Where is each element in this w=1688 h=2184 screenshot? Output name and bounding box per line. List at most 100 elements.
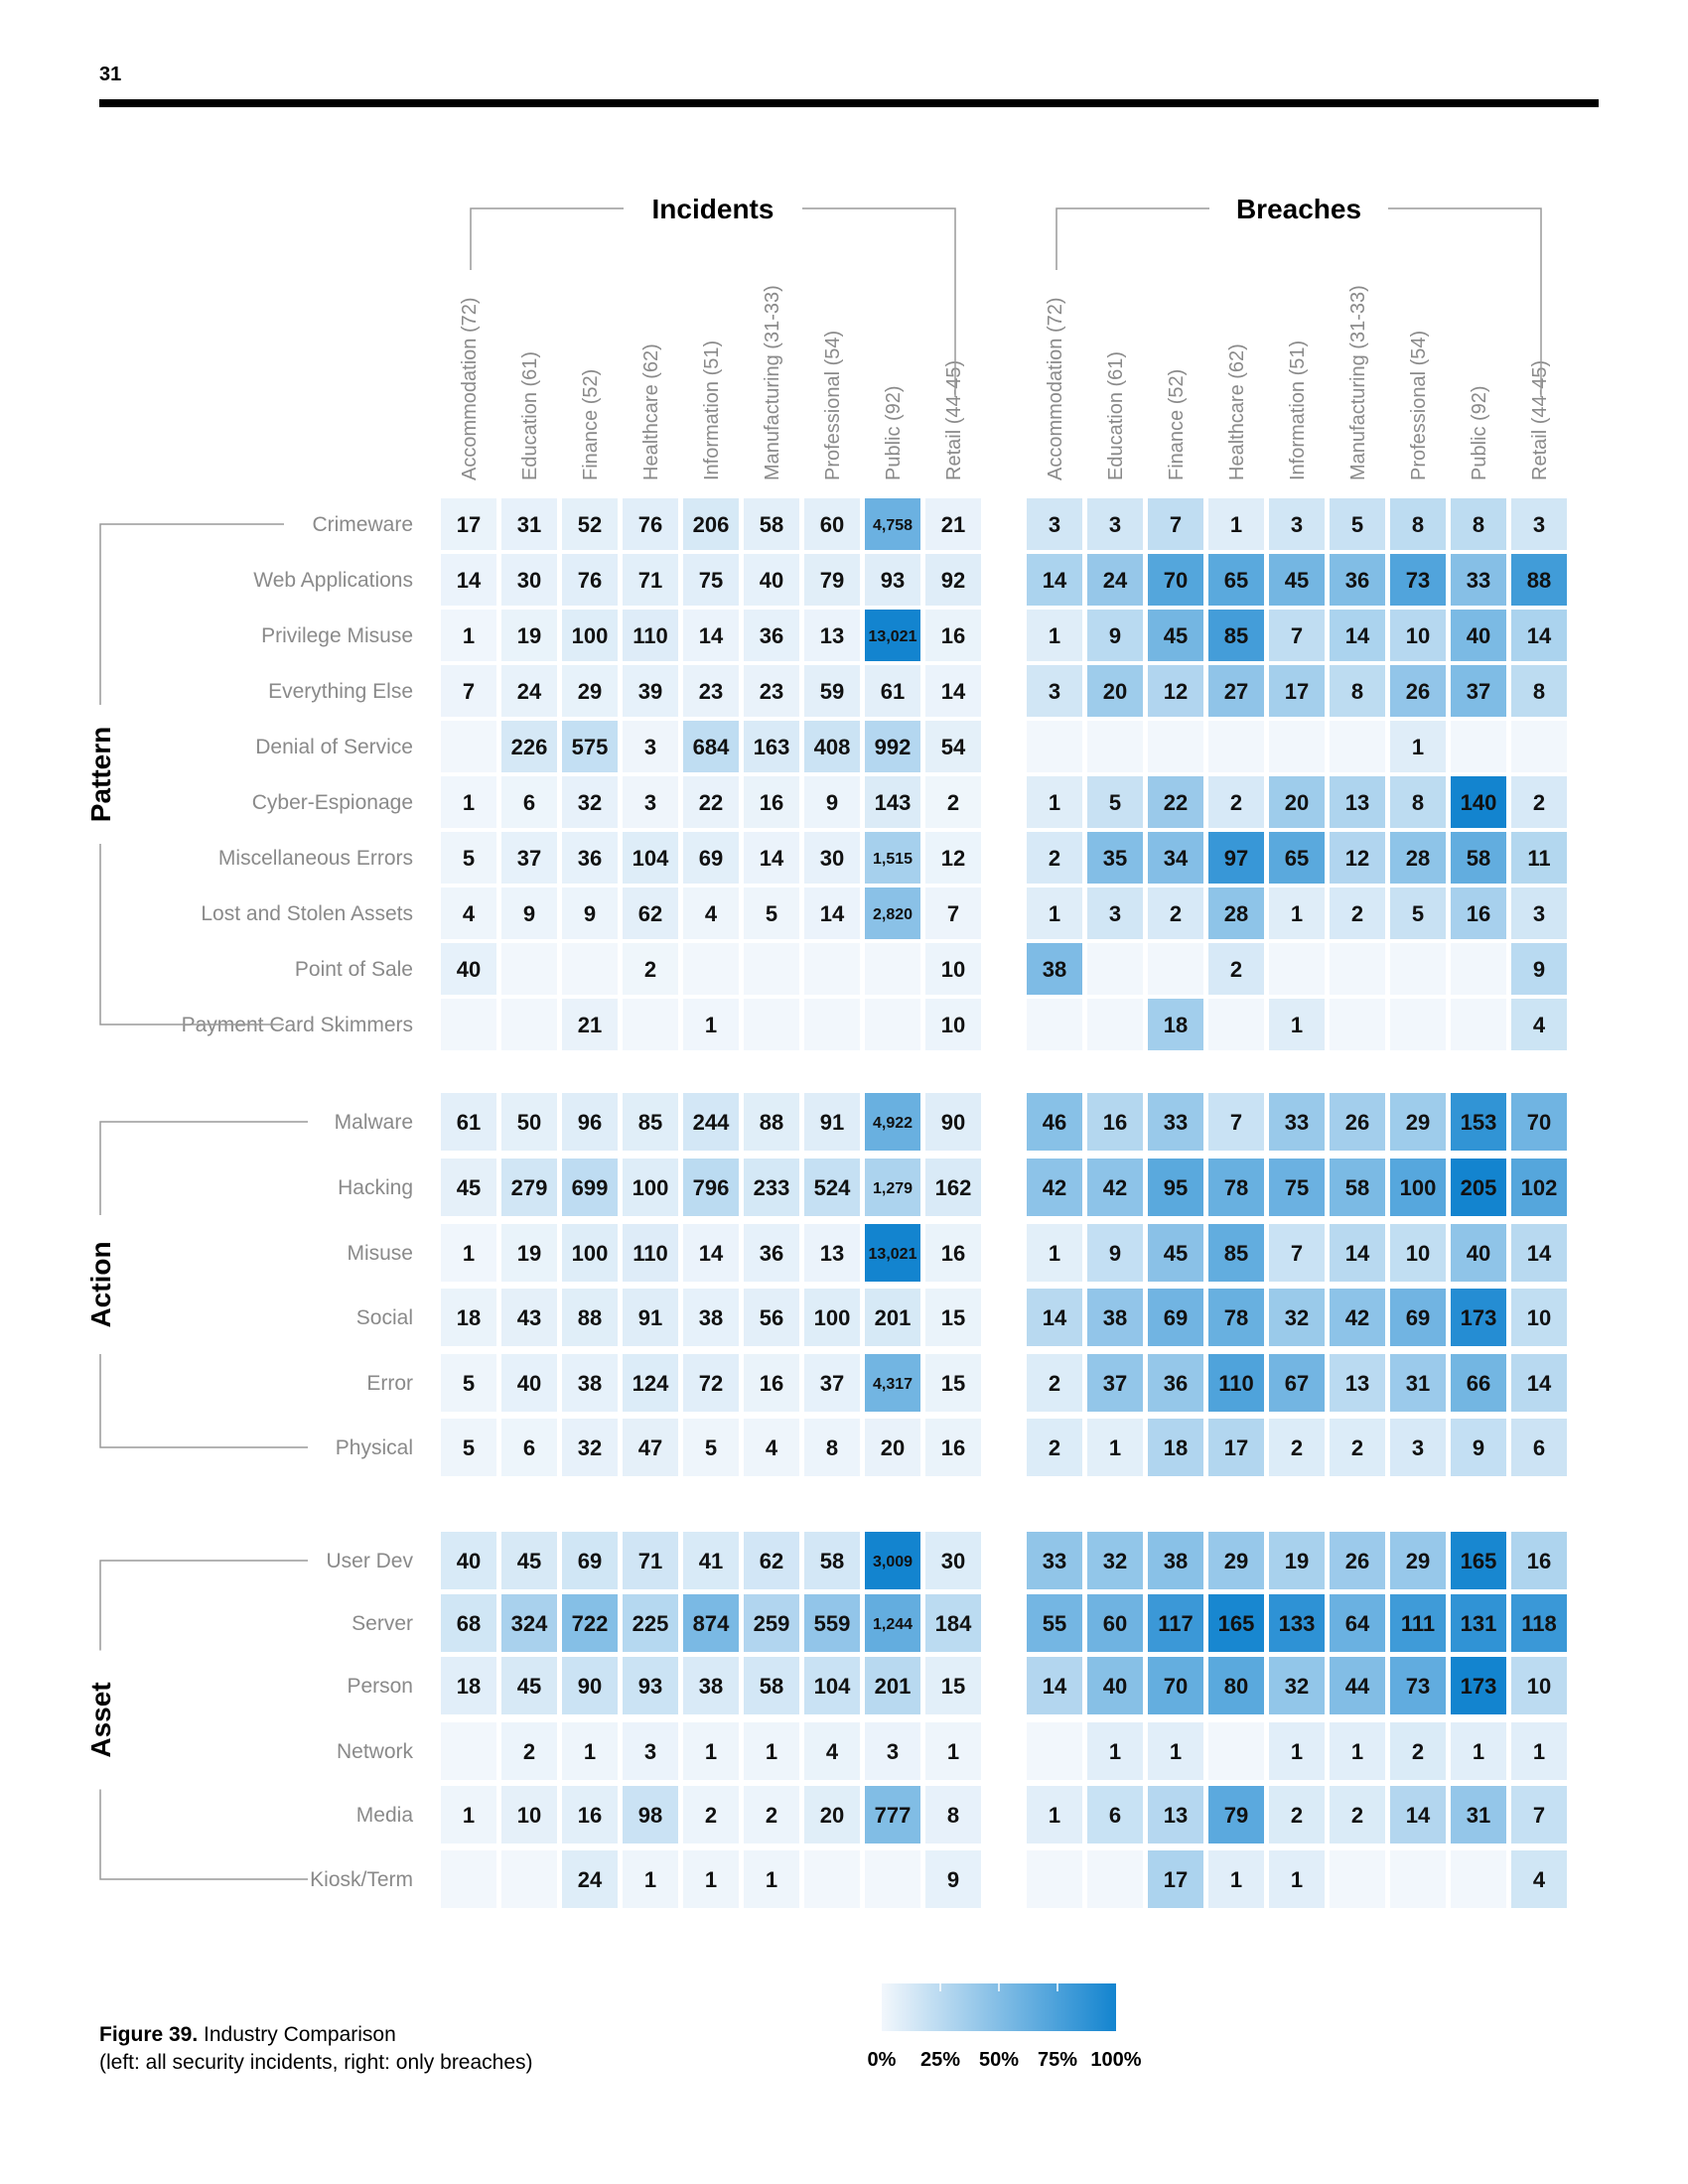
heatmap-cell: [1390, 721, 1446, 772]
cell-value: 16: [941, 1241, 965, 1266]
cell-value: 30: [941, 1549, 965, 1573]
heatmap-cell: [744, 999, 799, 1050]
cell-value: 13: [1164, 1803, 1188, 1828]
heatmap-cell: [925, 1786, 981, 1843]
heatmap-cell: [441, 1354, 496, 1412]
cell-value: 30: [820, 846, 844, 871]
cell-value: 7: [463, 679, 475, 704]
cell-value: 66: [1467, 1371, 1490, 1396]
cell-value: 69: [1406, 1305, 1430, 1330]
cell-value: 2: [1049, 1371, 1060, 1396]
cell-value: 31: [1406, 1371, 1430, 1396]
cell-value: 2: [1291, 1435, 1303, 1460]
heatmap-cell: [925, 1354, 981, 1412]
heatmap-cell: [1451, 1159, 1506, 1216]
heatmap-cell: [1330, 832, 1385, 884]
heatmap-cell: [804, 776, 860, 828]
heatmap-cell: [1451, 1786, 1506, 1843]
cell-value: 14: [941, 679, 966, 704]
column-header: Accommodation (72): [459, 297, 481, 480]
heatmap-cell: [865, 554, 920, 606]
heatmap-cell: [1330, 1532, 1385, 1589]
cell-value: 2: [1049, 1435, 1060, 1460]
cell-value: 1: [766, 1739, 777, 1764]
cell-value: 16: [760, 790, 783, 815]
cell-value: 205: [1461, 1175, 1497, 1200]
cell-value: 40: [517, 1371, 541, 1396]
heatmap-cell: [1511, 1419, 1567, 1476]
heatmap-cell: [744, 1722, 799, 1780]
heatmap-cell: [1148, 1159, 1203, 1216]
heatmap-cell: [441, 1850, 496, 1908]
heatmap-cell: [925, 1532, 981, 1589]
heatmap-cell: [441, 610, 496, 661]
cell-value: 40: [457, 957, 481, 982]
heatmap-cell: [925, 999, 981, 1050]
cell-value: 1: [705, 1867, 717, 1892]
cell-value: 32: [578, 1435, 602, 1460]
cell-value: 1: [705, 1013, 717, 1037]
heatmap-cell: [1451, 943, 1506, 995]
legend-tick-label: 25%: [919, 2049, 961, 2071]
heatmap-cell: [441, 887, 496, 939]
heatmap-cell: [1390, 665, 1446, 717]
heatmap-cell: [1269, 1850, 1325, 1908]
cell-value: 6: [523, 1435, 535, 1460]
cell-value: 65: [1224, 568, 1248, 593]
cell-value: 85: [638, 1110, 662, 1135]
cell-value: 12: [1164, 679, 1188, 704]
cell-value: 206: [693, 512, 730, 537]
column-header: Information (51): [701, 341, 723, 480]
heatmap-cell: [623, 721, 678, 772]
heatmap-cell: [441, 1532, 496, 1589]
heatmap-cell: [1087, 1657, 1143, 1714]
cell-value: 6: [1533, 1435, 1545, 1460]
row-label: Miscellaneous Errors: [218, 847, 413, 870]
cell-value: 24: [517, 679, 542, 704]
heatmap-cell: [683, 887, 739, 939]
heatmap-cell: [1148, 943, 1203, 995]
cell-value: 9: [1109, 623, 1121, 648]
heatmap-cell: [1269, 887, 1325, 939]
heatmap-cell: [1208, 1419, 1264, 1476]
heatmap-cell: [623, 1224, 678, 1282]
heatmap-cell: [804, 1594, 860, 1652]
cell-value: 64: [1345, 1611, 1370, 1636]
heatmap-cell: [1027, 1159, 1082, 1216]
heatmap-cell: [1027, 1419, 1082, 1476]
row-label: Web Applications: [253, 569, 413, 592]
heatmap-cell: [865, 943, 920, 995]
cell-value: 37: [820, 1371, 844, 1396]
heatmap-cell: [865, 1594, 920, 1652]
cell-value: 1: [1230, 1867, 1242, 1892]
heatmap-cell: [804, 498, 860, 550]
row-label: Crimeware: [312, 513, 413, 536]
heatmap-cell: [744, 554, 799, 606]
heatmap-cell: [1208, 887, 1264, 939]
cell-value: 26: [1406, 679, 1430, 704]
cell-value: 33: [1043, 1549, 1066, 1573]
heatmap-cell: [623, 1289, 678, 1346]
cell-value: 32: [1285, 1674, 1309, 1699]
cell-value: 58: [1345, 1175, 1369, 1200]
cell-value: 7: [1291, 1241, 1303, 1266]
cell-value: 4: [766, 1435, 778, 1460]
cell-value: 45: [1164, 623, 1188, 648]
heatmap-cell: [1269, 1657, 1325, 1714]
heatmap-cell: [804, 1786, 860, 1843]
column-header: Public (92): [1469, 385, 1490, 480]
cell-value: 324: [511, 1611, 548, 1636]
heatmap-cell: [562, 776, 618, 828]
row-label: Network: [337, 1740, 414, 1763]
cell-value: 575: [572, 735, 609, 759]
heatmap-cell: [441, 1159, 496, 1216]
cell-value: 4: [705, 901, 718, 926]
cell-value: 19: [517, 1241, 541, 1266]
heatmap-cell: [1208, 943, 1264, 995]
heatmap-cell: [1511, 665, 1567, 717]
cell-value: 21: [578, 1013, 602, 1037]
heatmap-cell: [865, 610, 920, 661]
heatmap-cell: [1027, 999, 1082, 1050]
column-header: Retail (44-45): [943, 360, 965, 480]
